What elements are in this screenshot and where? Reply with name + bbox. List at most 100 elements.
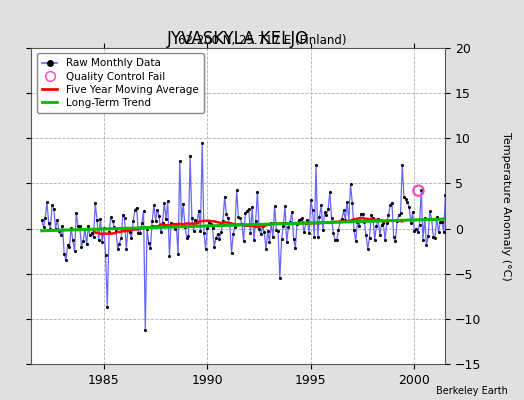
Point [53,216,61,223]
Point [408,209,417,215]
Point [151,218,160,224]
Point [410,228,419,234]
Point [133,204,141,211]
Point [43,199,51,206]
Point [401,196,410,202]
Point [407,220,415,226]
Point [252,218,260,224]
Point [86,232,94,238]
Point [129,218,137,224]
Point [94,237,103,243]
Point [58,223,67,229]
Point [39,224,48,230]
Point [376,232,384,238]
Point [400,194,408,201]
Point [115,240,124,247]
Point [126,229,134,236]
Point [365,234,374,241]
Point [383,220,391,226]
Point [143,226,151,233]
Point [205,219,213,226]
Point [189,228,198,234]
Point [155,213,163,219]
Point [377,222,386,228]
Point [91,200,100,206]
Point [274,228,282,234]
Point [297,216,305,223]
Point [294,217,303,223]
Point [369,215,377,221]
Point [325,189,334,196]
Point [50,206,58,212]
Point [379,220,388,226]
Point [258,223,267,230]
Point [381,237,389,243]
Point [305,230,313,236]
Point [179,201,188,207]
Point [210,244,219,250]
Point [419,237,427,243]
Point [82,241,91,247]
Point [127,235,136,241]
Point [345,218,353,224]
Point [74,223,82,229]
Point [346,180,355,187]
Point [136,229,144,236]
Point [276,275,284,282]
Point [301,220,310,226]
Point [96,216,105,222]
Point [343,198,351,205]
Point [277,236,286,243]
Point [103,304,112,310]
Point [106,214,115,221]
Point [174,251,182,258]
Point [265,239,274,245]
Point [374,216,383,222]
Point [348,200,356,206]
Point [372,223,380,229]
Point [334,227,343,233]
Point [315,213,324,220]
Point [272,227,280,234]
Point [165,253,173,260]
Point [238,220,246,227]
Point [84,223,93,230]
Point [362,232,370,238]
Point [425,208,434,214]
Point [370,237,379,243]
Point [357,211,365,218]
Point [70,248,79,254]
Point [319,227,327,234]
Point [241,210,249,217]
Point [98,239,106,245]
Point [100,225,108,231]
Point [170,226,179,233]
Y-axis label: Temperature Anomaly (°C): Temperature Anomaly (°C) [501,132,511,280]
Point [158,219,167,226]
Point [433,214,441,221]
Point [229,230,237,237]
Point [172,222,181,229]
Point [307,197,315,203]
Point [160,200,168,206]
Point [77,244,85,250]
Point [253,189,261,195]
Point [93,216,101,223]
Point [281,203,289,209]
Point [233,187,241,193]
Point [112,228,120,234]
Point [333,237,341,244]
Point [358,211,367,217]
Point [331,236,339,243]
Point [55,228,63,235]
Point [226,221,234,227]
Point [139,208,148,214]
Point [445,244,453,250]
Point [157,229,165,236]
Point [286,218,294,225]
Point [340,207,348,214]
Point [214,231,222,237]
Point [122,246,130,252]
Point [300,229,308,236]
Point [114,246,122,252]
